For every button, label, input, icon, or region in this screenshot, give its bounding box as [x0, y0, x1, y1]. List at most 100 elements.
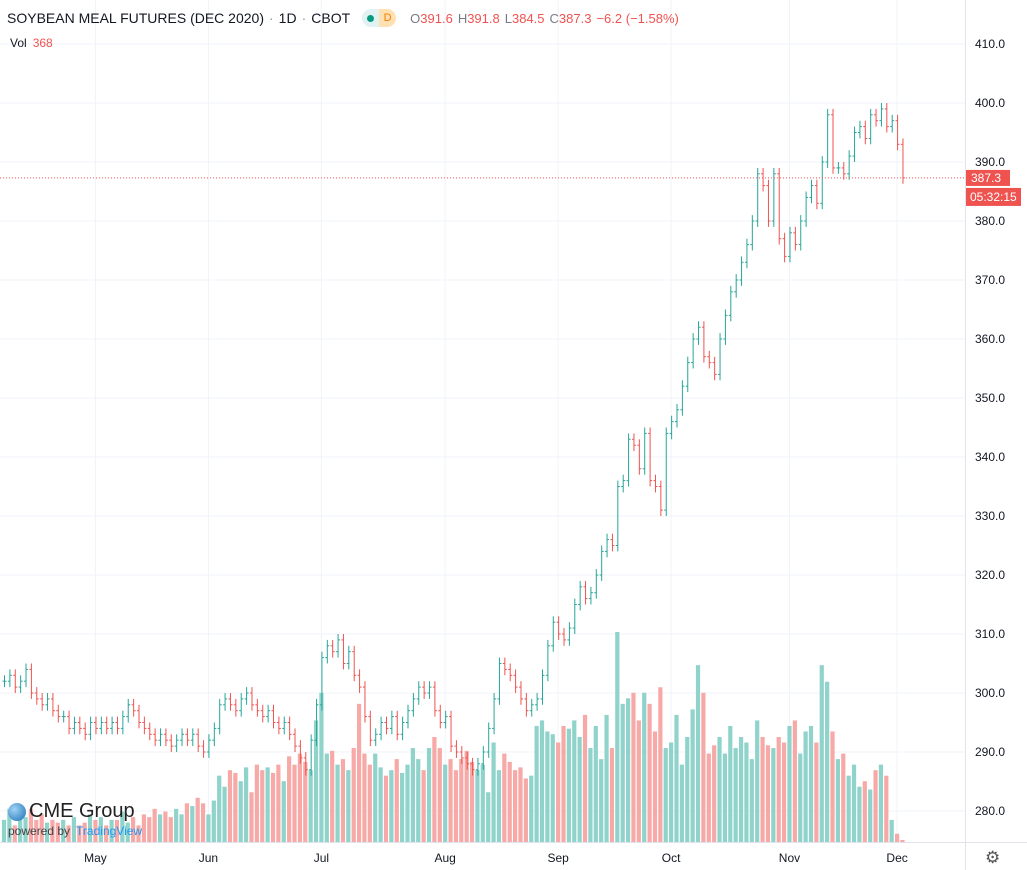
separator: · [301, 10, 307, 26]
ohlc-bar [857, 120, 862, 139]
volume-bar [765, 745, 771, 842]
price-tick-label: 300.0 [975, 686, 1005, 700]
volume-bar [609, 748, 615, 842]
volume-bar [190, 806, 195, 842]
interval[interactable]: 1D [278, 10, 297, 26]
volume-bar [873, 770, 878, 842]
volume-bar [18, 814, 23, 842]
ohlc-bar [13, 669, 18, 693]
ohlc-bar [728, 285, 733, 322]
delayed-badge: D [379, 9, 397, 27]
ohlc-bar [411, 693, 416, 717]
ohlc-bar [895, 114, 900, 151]
ohlc-bar [841, 162, 846, 180]
volume-bar [652, 731, 658, 842]
ohlc-bar [449, 710, 454, 752]
volume-bar [335, 764, 340, 842]
ohlc-bar [416, 681, 421, 705]
volume-bar [222, 786, 227, 842]
volume-bar [862, 781, 867, 842]
ohlc-bar [319, 651, 324, 711]
ohlc-bar [276, 716, 281, 735]
ohlc-bar [567, 622, 572, 646]
ohlc-bar [120, 710, 125, 735]
ohlc-bar [675, 403, 679, 428]
volume-bar [690, 709, 695, 842]
volume-bar [556, 742, 561, 842]
ohlc-bar [400, 716, 405, 741]
ohlc-bar [874, 108, 879, 127]
volume-bar [782, 742, 787, 842]
volume-bar [722, 753, 728, 842]
volume-bar [593, 725, 598, 842]
volume-bar [39, 814, 44, 842]
ohlc-bar [190, 728, 195, 747]
volume-bar [303, 761, 308, 842]
time-tick-label: Sep [547, 851, 569, 865]
ohlc-bar [362, 681, 367, 723]
volume-bar [292, 764, 297, 842]
volume-bar [582, 714, 588, 842]
ohlc-bar [249, 687, 254, 711]
volume-bar [104, 825, 109, 842]
volume-bar [523, 778, 528, 842]
volume-bar [502, 753, 507, 842]
volume-bar [87, 814, 93, 842]
volume-bar [432, 737, 437, 842]
ohlc-bar [233, 698, 238, 717]
volume-bar [534, 725, 539, 842]
volume-bar [448, 759, 453, 842]
ohlc-bar [847, 150, 852, 180]
ohlc-bar [685, 356, 690, 393]
ohlc-bar [88, 716, 93, 741]
volume-bar [469, 761, 475, 842]
ohlc-bar [293, 728, 298, 752]
ohlc-bar [588, 586, 593, 605]
ohlc-bar [540, 669, 545, 705]
ohlc-bar [330, 639, 335, 658]
ohlc-bar [427, 681, 432, 699]
volume-bar [728, 725, 733, 842]
volume-bar [819, 665, 824, 842]
volume-legend: Vol 368 [10, 36, 53, 50]
ohlc-bar [680, 380, 685, 416]
ohlc-bar [56, 704, 61, 723]
price-tick-label: 360.0 [975, 332, 1005, 346]
volume-bar [776, 737, 781, 842]
cme-logo[interactable]: CME Group powered by TradingView [8, 800, 143, 838]
volume-bar [561, 725, 566, 842]
ohlc-bar [572, 598, 577, 634]
ohlc-bar [115, 716, 120, 735]
volume-bar [464, 750, 469, 842]
ohlc-bar [497, 657, 502, 705]
volume-bar [367, 764, 372, 842]
volume-bar [674, 714, 679, 842]
ohlc-bar [535, 693, 540, 711]
volume-bar [604, 714, 609, 842]
ohlc-bar [879, 103, 884, 127]
ohlc-bar [174, 734, 179, 752]
ohlc-bar [325, 639, 330, 664]
ohlc-bar [201, 740, 206, 758]
volume-bar [378, 767, 383, 842]
volume-bar [28, 808, 33, 842]
ohlc-bar [314, 698, 319, 747]
ohlc-bar [578, 580, 583, 611]
volume-bar [152, 808, 157, 842]
ohlc-bar [583, 580, 588, 605]
volume-bar [7, 808, 12, 842]
ohlc-bar [454, 740, 459, 758]
volume-bar [803, 731, 808, 842]
ohlc-bar [669, 415, 674, 440]
settings-gear-icon[interactable]: ⚙ [985, 848, 1001, 867]
ohlc-bar [814, 179, 819, 210]
volume-bar [330, 750, 335, 842]
symbol-title[interactable]: SOYBEAN MEAL FUTURES (DEC 2020) [7, 10, 264, 26]
ohlc-bar [379, 716, 384, 741]
volume-bar [647, 703, 652, 842]
ohlc-bar [7, 669, 12, 688]
price-tick-label: 370.0 [975, 273, 1005, 287]
ohlc-bar [701, 321, 706, 363]
market-status-badge[interactable]: D [362, 9, 397, 27]
